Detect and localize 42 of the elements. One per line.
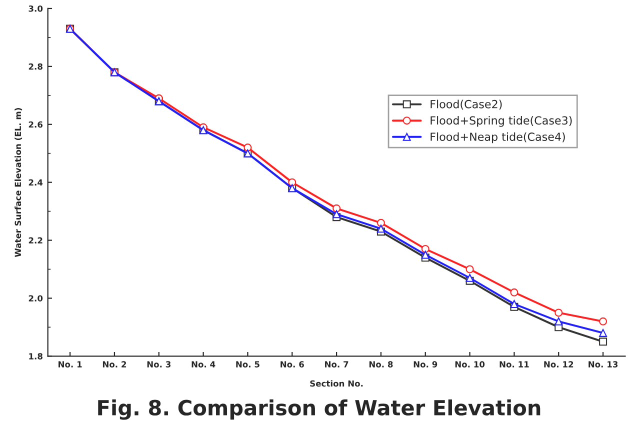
point: [332, 204, 341, 212]
point: [376, 218, 385, 227]
point: [421, 250, 430, 259]
x-tick-label: No. 12: [544, 361, 574, 368]
y-axis-title: Water Surface Elevation (EL. m): [14, 108, 22, 258]
point: [244, 144, 252, 152]
x-tick-label: No. 2: [102, 361, 126, 368]
x-tick-label: No. 5: [236, 361, 260, 368]
caption: Fig. 8. Comparison of Water Elevation: [98, 399, 540, 420]
legend-label: Flood(Case2): [430, 100, 502, 110]
point: [421, 244, 430, 253]
y-tick-label: 2.6: [28, 121, 43, 128]
x-tick-label: No. 7: [325, 361, 348, 368]
point: [376, 224, 385, 233]
x-tick-label: No. 10: [455, 361, 485, 368]
x-tick-label: No. 9: [414, 361, 438, 368]
legend-label: Flood+Neap tide(Case4): [430, 132, 565, 144]
x-axis-title: Section No.: [310, 380, 363, 387]
y-tick-label: 2.0: [28, 295, 43, 302]
x-tick-label: No. 13: [588, 361, 618, 368]
x-tick-label: No. 6: [280, 361, 304, 368]
legend-label: Flood+Spring tide(Case3): [430, 116, 572, 127]
x-tick-label: No. 11: [500, 361, 529, 368]
x-tick-label: No. 4: [192, 361, 216, 368]
point: [466, 265, 474, 274]
x-tick-label: No. 3: [147, 361, 171, 368]
point: [599, 317, 608, 326]
y-tick-label: 2.8: [28, 63, 42, 70]
point: [554, 317, 563, 326]
point: [554, 308, 563, 317]
y-tick-label: 1.8: [29, 353, 42, 360]
x-tick-label: No. 1: [58, 361, 82, 368]
point: [599, 338, 608, 346]
y-tick-label: 2.4: [28, 179, 43, 186]
y-tick-label: 3.0: [28, 5, 43, 12]
point: [510, 288, 518, 296]
x-tick-label: No. 8: [369, 361, 393, 368]
point: [466, 274, 474, 282]
y-tick-label: 2.2: [28, 237, 42, 244]
point: [599, 328, 608, 337]
point: [510, 300, 518, 308]
point: [332, 210, 341, 218]
